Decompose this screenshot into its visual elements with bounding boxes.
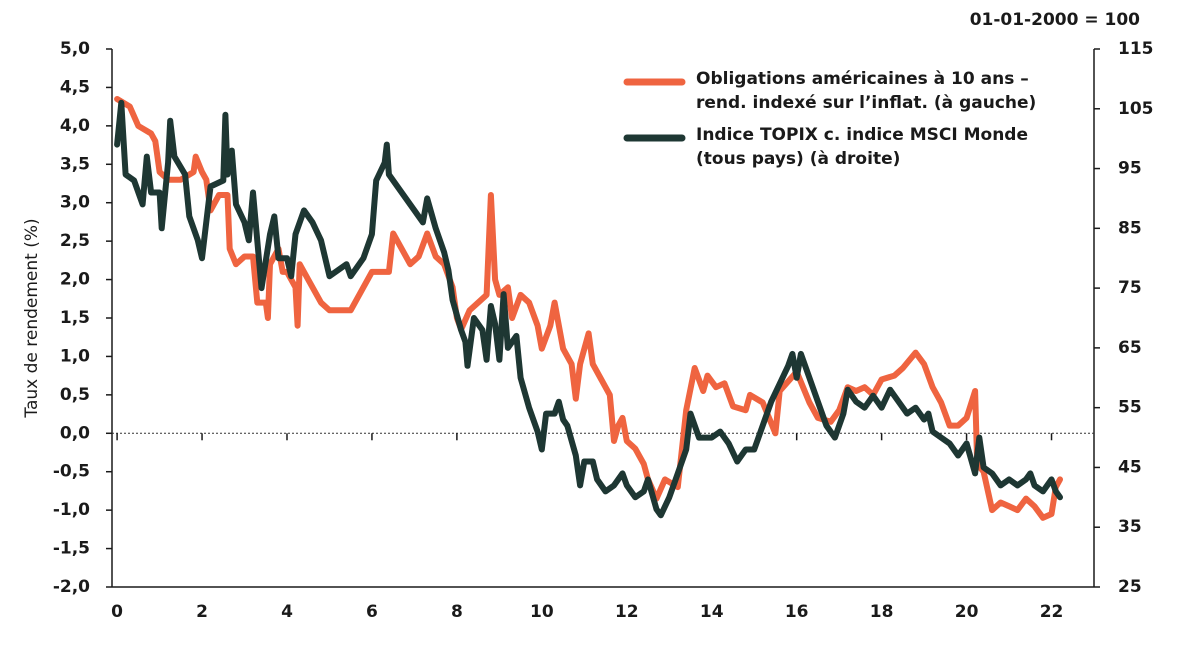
x-tick-label: 6: [366, 602, 378, 622]
y-tick-label: 0,0: [60, 423, 90, 443]
y2-tick-label: 45: [1118, 457, 1142, 477]
y-tick-label: 1,0: [60, 346, 90, 366]
x-tick-label: 16: [785, 602, 809, 622]
x-tick-label: 18: [870, 602, 894, 622]
x-tick-label: 10: [530, 602, 554, 622]
y-tick-label: 4,0: [60, 116, 90, 136]
y-tick-label: -2,0: [53, 577, 90, 597]
y-tick-label: 4,5: [60, 77, 90, 97]
series-line: [114, 96, 1063, 521]
y2-tick-label: 35: [1118, 517, 1142, 537]
y-tick-label: 3,5: [60, 154, 90, 174]
legend-label: rend. indexé sur l’inflat. (à gauche): [696, 93, 1036, 113]
legend-label: Indice TOPIX c. indice MSCI Monde: [696, 125, 1028, 145]
y-tick-label: -0,5: [53, 462, 90, 482]
x-tick-label: 12: [615, 602, 639, 622]
x-tick-label: 8: [451, 602, 463, 622]
y2-tick-label: 75: [1118, 278, 1142, 298]
y-tick-label: -1,0: [53, 500, 90, 520]
y-axis-label: Taux de rendement (%): [22, 218, 42, 418]
series-line: [114, 99, 1063, 519]
y2-tick-label: 65: [1118, 338, 1142, 358]
y-tick-label: 2,0: [60, 270, 90, 290]
legend-label: Obligations américaines à 10 ans –: [696, 69, 1029, 89]
x-tick-label: 0: [111, 602, 123, 622]
x-tick-label: 14: [700, 602, 724, 622]
legend-label: (tous pays) (à droite): [696, 149, 900, 169]
x-tick-label: 4: [281, 602, 293, 622]
y-tick-label: 5,0: [60, 39, 90, 59]
x-tick-label: 2: [196, 602, 208, 622]
y-tick-label: -1,5: [53, 539, 90, 559]
y2-tick-label: 105: [1118, 99, 1154, 119]
y2-tick-label: 25: [1118, 577, 1142, 597]
y-tick-label: 0,5: [60, 385, 90, 405]
y2-tick-label: 85: [1118, 218, 1142, 238]
x-tick-label: 22: [1040, 602, 1064, 622]
y2-axis-label: 01-01-2000 = 100: [970, 10, 1140, 30]
y-tick-label: 1,5: [60, 308, 90, 328]
x-tick-label: 20: [955, 602, 979, 622]
y2-tick-label: 95: [1118, 159, 1142, 179]
y-tick-label: 2,5: [60, 231, 90, 251]
y-tick-label: 3,0: [60, 193, 90, 213]
y2-tick-label: 115: [1118, 39, 1154, 59]
y2-tick-label: 55: [1118, 398, 1142, 418]
